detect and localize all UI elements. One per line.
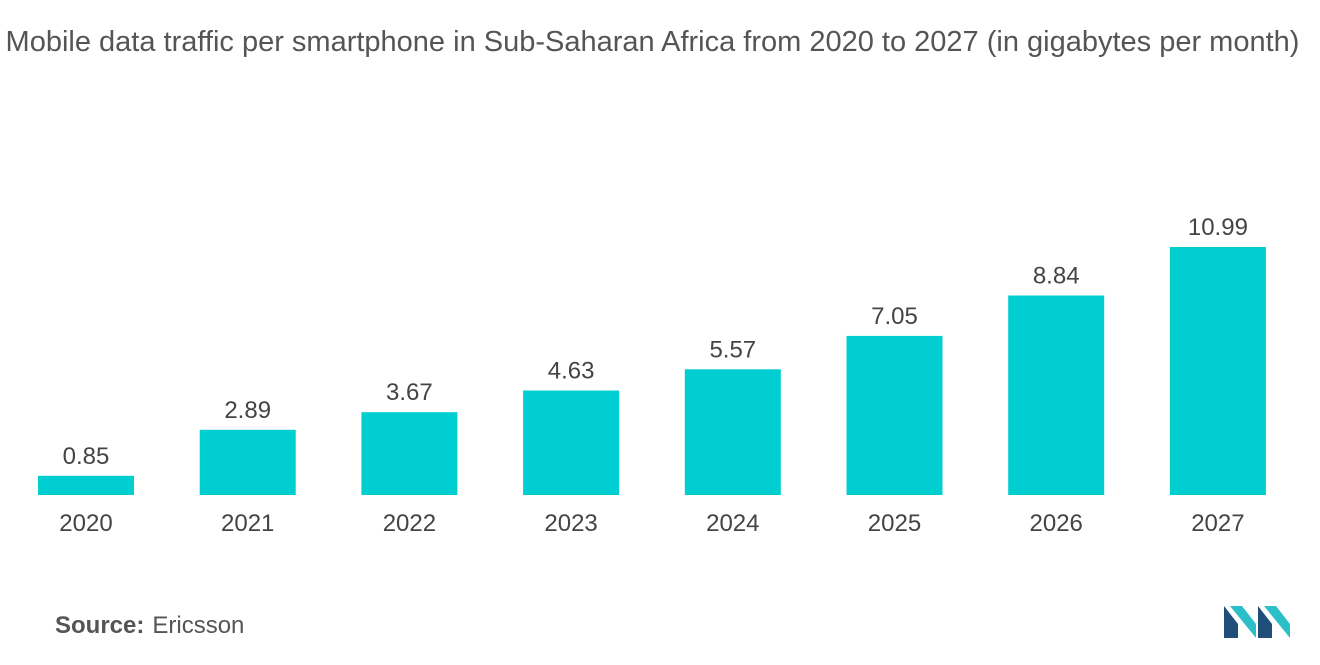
logo-shape-4 [1264,606,1290,638]
bar-2023 [523,390,620,495]
mordor-intelligence-logo-icon [1224,606,1290,638]
source-value: Ericsson [152,612,245,639]
source-note: Source: Ericsson [55,612,244,640]
value-label-2025: 7.05 [871,303,918,330]
x-tick-label-2026: 2026 [1030,510,1083,537]
value-label-2023: 4.63 [548,358,595,385]
x-tick-label-2020: 2020 [59,510,112,537]
x-axis-tick-labels: 2020 2021 2022 2023 2024 2025 2026 2027 [59,510,1244,537]
value-label-group: 0.85 2.89 3.67 4.63 5.57 7.05 8.84 10.99 [63,214,1248,470]
x-tick-label-2025: 2025 [868,510,921,537]
bar-2027 [1169,247,1266,495]
x-tick-label-2021: 2021 [221,510,274,537]
x-tick-label-2024: 2024 [706,510,759,537]
value-label-2026: 8.84 [1033,263,1080,290]
value-label-2021: 2.89 [224,397,271,424]
bar-2026 [1008,295,1105,495]
bar-2025 [846,335,943,495]
bar-2022 [361,412,458,495]
bar-2021 [199,429,296,495]
source-label: Source: [55,612,145,639]
logo-shape-2 [1230,606,1256,638]
bar-group [38,247,1266,495]
bar-2020 [38,475,134,495]
value-label-2024: 5.57 [709,336,756,363]
logo-shape-1 [1224,606,1238,638]
x-tick-label-2023: 2023 [544,510,597,537]
chart-title: Mobile data traffic per smartphone in Su… [5,26,1300,58]
logo-shape-3 [1258,606,1272,638]
x-tick-label-2022: 2022 [383,510,436,537]
value-label-2027: 10.99 [1188,214,1248,241]
bar-2024 [684,369,781,495]
value-label-2022: 3.67 [386,379,433,406]
value-label-2020: 0.85 [63,443,110,470]
x-tick-label-2027: 2027 [1191,510,1244,537]
